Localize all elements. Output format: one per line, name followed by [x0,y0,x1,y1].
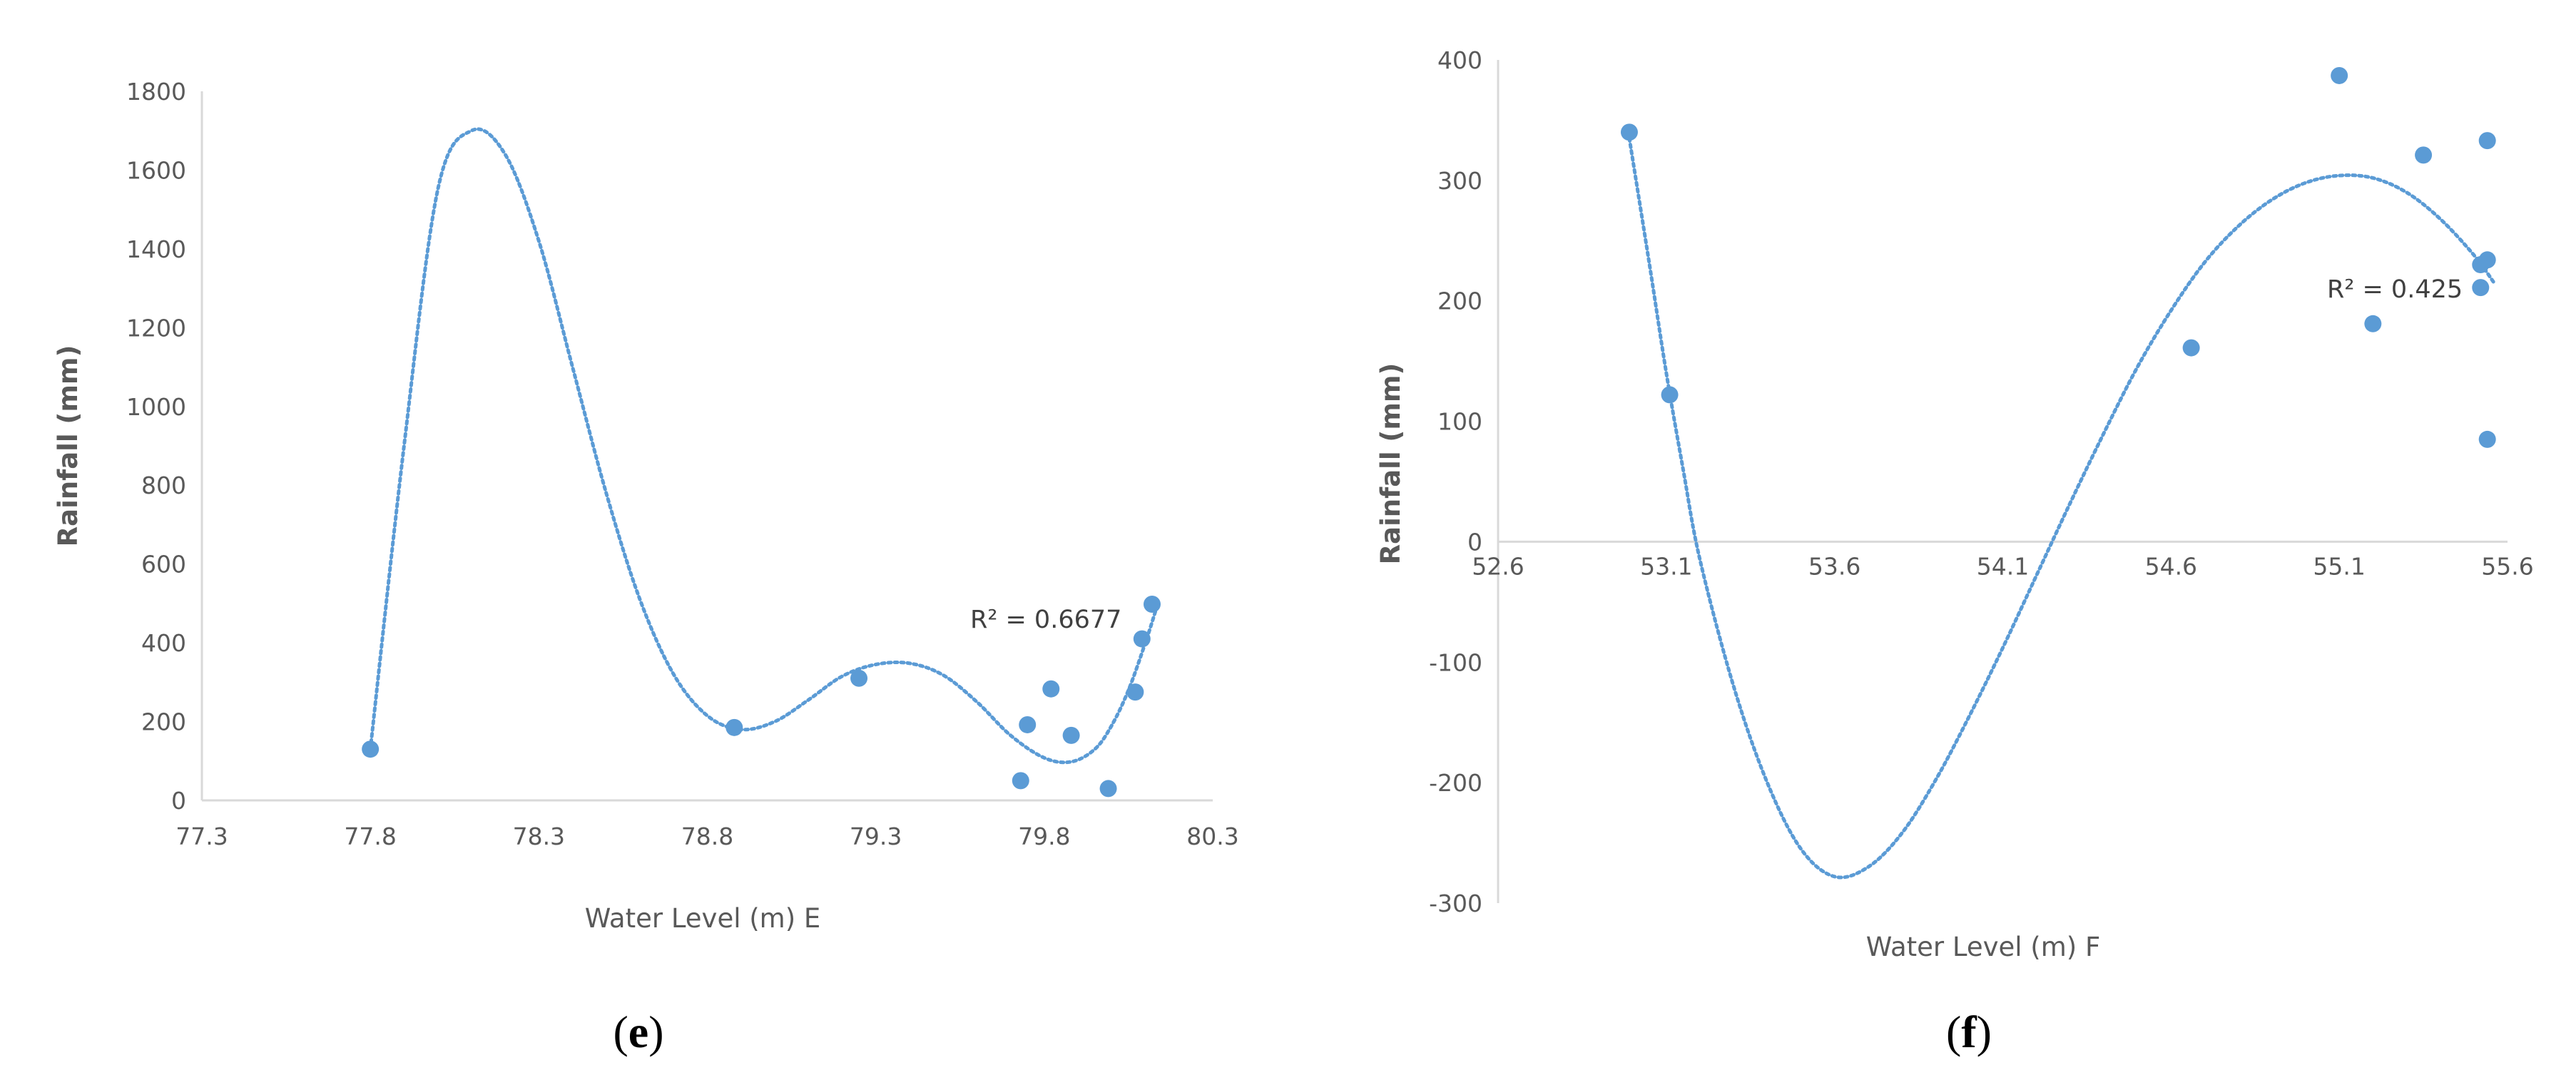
e-data-point [1012,772,1029,790]
e-x-tick-label: 80.3 [1186,822,1238,850]
e-y-tick-label: 1200 [126,314,186,342]
f-x-tick-labels: 52.6 53.1 53.6 54.1 54.6 55.1 55.6 [1472,552,2533,580]
e-data-point [1042,680,1060,698]
f-y-axis-title: Rainfall (mm) [1375,363,1406,565]
f-x-tick-label: 53.6 [1808,552,1860,580]
f-panel-letter: f [1961,1007,1977,1057]
f-y-tick-label: -100 [1429,648,1482,676]
f-y-tick-labels: -300 -200 -100 0 100 200 300 400 [1429,46,1482,917]
e-y-tick-labels: 0 200 400 600 800 1000 1200 1400 1600 1800 [126,78,186,815]
e-y-tick-label: 1400 [126,235,186,263]
e-y-tick-label: 800 [141,472,186,499]
f-x-tick-label: 55.1 [2313,552,2365,580]
e-y-tick-label: 0 [171,787,186,815]
f-data-point [2478,132,2496,150]
f-y-tick-label: 100 [1437,408,1482,436]
f-x-tick-label: 54.1 [1977,552,2029,580]
f-x-tick-label: 54.6 [2145,552,2197,580]
e-x-tick-label: 77.3 [175,822,228,850]
f-data-points [1620,66,2496,448]
f-data-point [1620,123,1638,141]
f-r-squared-label: R² = 0.425 [2327,275,2463,304]
f-x-tick-label: 52.6 [1472,552,1524,580]
f-data-point [2472,279,2490,297]
e-data-point [1019,715,1037,733]
e-data-point [362,740,380,758]
f-data-point [1661,386,1679,404]
e-x-tick-label: 77.8 [344,822,396,850]
e-data-point [1062,726,1080,744]
e-y-tick-label: 600 [141,551,186,579]
f-x-tick-label: 55.6 [2481,552,2533,580]
e-x-tick-label: 79.8 [1018,822,1070,850]
f-x-tick-label: 53.1 [1640,552,1692,580]
e-panel-letter: e [628,1007,648,1057]
e-x-tick-labels: 77.3 77.8 78.3 78.8 79.3 79.8 80.3 [175,822,1238,850]
e-y-tick-label: 200 [141,708,186,736]
f-y-tick-label: 400 [1437,46,1482,74]
f-data-point [2478,251,2496,269]
e-data-point [850,669,868,687]
e-data-point [1126,683,1144,701]
e-data-point [726,718,743,736]
e-data-point [1133,630,1151,648]
f-data-point [2364,315,2382,332]
e-x-tick-label: 79.3 [850,822,902,850]
f-data-point [2478,430,2496,448]
e-trendline [368,127,1158,765]
f-y-tick-label: -300 [1429,890,1482,917]
f-y-tick-label: 300 [1437,167,1482,195]
e-y-tick-label: 1600 [126,156,186,184]
f-data-point [2331,66,2348,84]
f-y-tick-label: -200 [1429,769,1482,797]
f-x-axis-title: Water Level (m) F [1866,932,2101,962]
f-y-tick-label: 200 [1437,287,1482,315]
e-y-tick-label: 1800 [126,78,186,106]
f-data-point [2182,339,2200,357]
e-panel-label: (e) [613,1007,663,1057]
e-data-point [1143,595,1161,613]
chart-f: -300 -200 -100 0 100 200 300 400 52.6 53.1 53.6 54… [1375,46,2534,1057]
f-data-point [2415,146,2433,164]
e-data-point [1099,780,1117,798]
f-panel-label: (f) [1946,1007,1992,1057]
f-y-tick-label: 0 [1467,528,1482,556]
e-r-squared-label: R² = 0.6677 [970,606,1121,634]
e-x-tick-label: 78.8 [681,822,733,850]
f-trendline [1627,136,2496,880]
e-y-tick-label: 1000 [126,393,186,421]
e-y-axis-title: Rainfall (mm) [53,345,83,547]
e-y-tick-label: 400 [141,629,186,657]
e-data-points [362,595,1161,798]
e-x-axis-title: Water Level (m) E [585,903,821,934]
e-x-tick-label: 78.3 [513,822,565,850]
